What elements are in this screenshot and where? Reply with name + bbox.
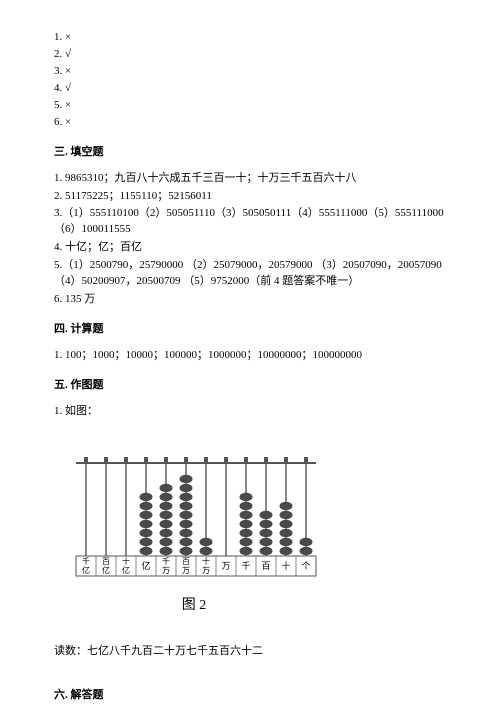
num: 3. — [54, 65, 62, 77]
svg-text:亿: 亿 — [82, 565, 90, 575]
judgment-item: 1. × — [54, 30, 446, 46]
mark: × — [65, 31, 71, 43]
svg-text:十: 十 — [281, 560, 290, 571]
mark: × — [65, 65, 71, 77]
section5-title: 五. 作图题 — [54, 378, 446, 394]
mark: √ — [65, 82, 71, 94]
svg-text:万: 万 — [202, 566, 210, 575]
fill-line: 1. 9865310；九百八十六成五千三百一十；十万三千五百六十八 — [54, 171, 446, 187]
figure-intro: 1. 如图： — [54, 404, 446, 420]
svg-text:万: 万 — [221, 561, 230, 571]
judgment-item: 2. √ — [54, 47, 446, 63]
svg-text:万: 万 — [182, 566, 190, 575]
svg-text:个: 个 — [301, 561, 310, 571]
abacus-svg: 千亿百亿十亿亿千万百万十万万千百十个 — [64, 438, 324, 588]
fill-line: 3.（1）555110100（2）505051110（3）505050111（4… — [54, 206, 446, 238]
svg-text:十: 十 — [122, 556, 130, 566]
reading-text: 读数：七亿八千九百二十万七千五百六十二 — [54, 644, 446, 660]
svg-text:百: 百 — [182, 557, 190, 566]
figure-caption: 图 2 — [64, 596, 324, 616]
svg-text:千: 千 — [162, 556, 170, 566]
mark: √ — [65, 48, 71, 60]
section4-body: 1. 100；1000；10000；100000；1000000；1000000… — [54, 348, 446, 364]
fill-line: 6. 135 万 — [54, 292, 446, 308]
svg-text:百: 百 — [261, 561, 270, 571]
fill-line: 2. 51175225；1155110；52156011 — [54, 189, 446, 205]
abacus-figure: 千亿百亿十亿亿千万百万十万万千百十个 — [64, 438, 446, 588]
svg-text:百: 百 — [102, 557, 110, 566]
num: 5. — [54, 99, 62, 111]
judgment-item: 5. × — [54, 98, 446, 114]
judgment-list: 1. × 2. √ 3. × 4. √ 5. × 6. × — [54, 30, 446, 131]
num: 2. — [54, 48, 62, 60]
judgment-item: 4. √ — [54, 81, 446, 97]
svg-text:千: 千 — [82, 556, 90, 566]
fill-line: 5.（1）2500790，25790000 （2）25079000，205790… — [54, 258, 446, 290]
section3-body: 1. 9865310；九百八十六成五千三百一十；十万三千五百六十八 2. 511… — [54, 171, 446, 309]
svg-text:亿: 亿 — [141, 560, 150, 571]
judgment-item: 6. × — [54, 115, 446, 131]
svg-text:十: 十 — [202, 556, 210, 566]
calc-line: 1. 100；1000；10000；100000；1000000；1000000… — [54, 348, 446, 364]
section6-title: 六. 解答题 — [54, 688, 446, 704]
svg-text:亿: 亿 — [122, 565, 130, 575]
svg-text:千: 千 — [241, 561, 250, 571]
mark: × — [65, 99, 71, 111]
mark: × — [65, 116, 71, 128]
num: 6. — [54, 116, 62, 128]
num: 1. — [54, 31, 62, 43]
num: 4. — [54, 82, 62, 94]
judgment-item: 3. × — [54, 64, 446, 80]
fill-line: 4. 十亿；亿；百亿 — [54, 240, 446, 256]
section3-title: 三. 填空题 — [54, 145, 446, 161]
svg-text:万: 万 — [162, 566, 170, 575]
section4-title: 四. 计算题 — [54, 322, 446, 338]
svg-text:亿: 亿 — [102, 565, 110, 575]
